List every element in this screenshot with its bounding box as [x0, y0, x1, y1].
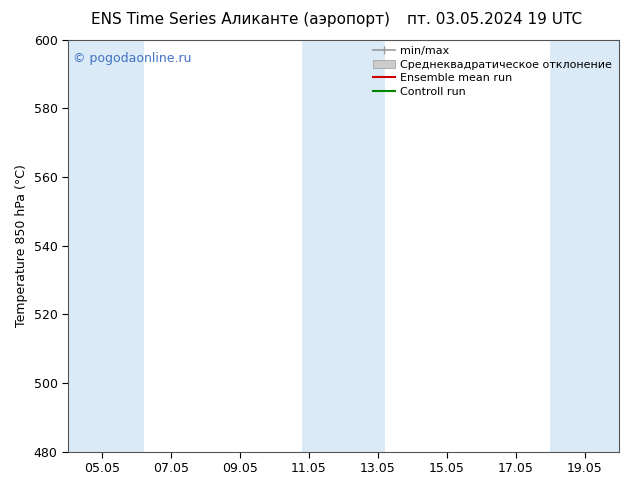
Text: пт. 03.05.2024 19 UTC: пт. 03.05.2024 19 UTC [407, 12, 582, 27]
Text: ENS Time Series Аликанте (аэропорт): ENS Time Series Аликанте (аэропорт) [91, 12, 391, 27]
Legend: min/max, Среднеквадратическое отклонение, Ensemble mean run, Controll run: min/max, Среднеквадратическое отклонение… [368, 42, 617, 101]
Y-axis label: Temperature 850 hPa (°C): Temperature 850 hPa (°C) [15, 164, 28, 327]
Bar [68, 40, 144, 452]
Bar [550, 40, 619, 452]
Text: © pogodaonline.ru: © pogodaonline.ru [74, 52, 192, 65]
Bar [302, 40, 385, 452]
